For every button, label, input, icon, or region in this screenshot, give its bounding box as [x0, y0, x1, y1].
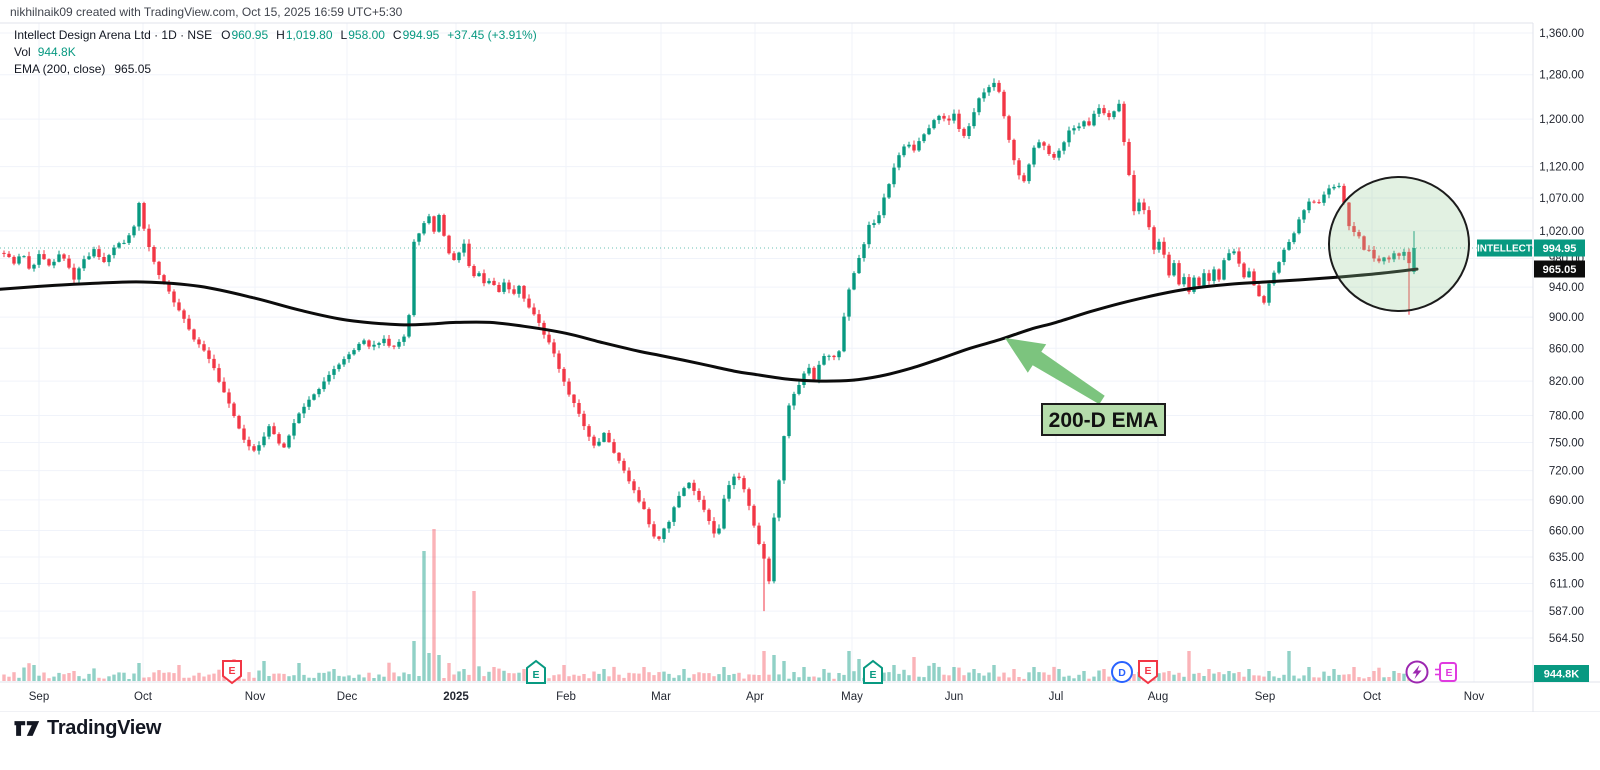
svg-text:965.05: 965.05 — [1543, 264, 1577, 276]
svg-text:587.00: 587.00 — [1549, 606, 1584, 618]
time-axis[interactable]: Sep Oct Nov Dec 2025 Feb Mar Apr May Jun Jul Aug Sep… — [29, 691, 1485, 703]
ema-label-box[interactable] — [1041, 403, 1166, 436]
legend-ema-row[interactable]: EMA (200, close) 965.05 — [14, 61, 537, 78]
price-chart-canvas[interactable]: 200-D EMA 1,360.00 1,280.00 1,200.00 1,120.0… — [0, 0, 1600, 712]
legend-segment: 958.00 — [348, 28, 385, 42]
svg-text:750.00: 750.00 — [1549, 438, 1584, 450]
svg-text:Oct: Oct — [1363, 691, 1382, 703]
svg-text:E: E — [869, 669, 876, 681]
ema-value-badge[interactable]: 965.05 — [1534, 260, 1585, 278]
svg-text:611.00: 611.00 — [1550, 579, 1584, 591]
svg-text:E: E — [228, 665, 235, 677]
legend-segment: 1,019.80 — [285, 28, 333, 42]
event-badge-shield-down[interactable]: E — [1138, 660, 1158, 685]
event-badge-shield-up[interactable]: E — [526, 659, 546, 684]
svg-text:Mar: Mar — [651, 691, 671, 703]
svg-text:Feb: Feb — [556, 691, 576, 703]
attribution-text: nikhilnaik09 created with TradingView.co… — [10, 5, 403, 19]
svg-text:860.00: 860.00 — [1549, 343, 1584, 355]
svg-text:Jun: Jun — [945, 691, 964, 703]
svg-text:Aug: Aug — [1148, 691, 1168, 703]
legend-segment: +37.45 (+3.91%) — [447, 28, 537, 42]
svg-text:Dec: Dec — [337, 691, 358, 703]
svg-text:1,020.00: 1,020.00 — [1539, 226, 1584, 238]
event-badge-shield-up[interactable]: E — [863, 659, 883, 684]
tradingview-logo[interactable]: TradingView — [12, 715, 161, 742]
svg-text:940.00: 940.00 — [1549, 282, 1584, 294]
legend-segment: O — [221, 28, 231, 42]
svg-text:1,280.00: 1,280.00 — [1539, 70, 1584, 82]
last-price-badge[interactable]: 994.95 — [1534, 239, 1585, 257]
event-badge-square-est[interactable]: E — [1435, 662, 1457, 682]
svg-text:944.8K: 944.8K — [1544, 669, 1580, 681]
legend-segment: 944.8K — [37, 45, 76, 59]
svg-text:1,200.00: 1,200.00 — [1539, 114, 1584, 126]
legend-segment: C — [392, 28, 402, 42]
tradingview-logo-text: TradingView — [47, 717, 162, 739]
svg-text:1,360.00: 1,360.00 — [1539, 28, 1584, 40]
chart-legend: Intellect Design Arena Ltd · 1D · NSE O96… — [14, 27, 537, 78]
legend-segment: Vol — [14, 45, 31, 59]
svg-text:820.00: 820.00 — [1549, 376, 1584, 388]
legend-segment: H — [276, 28, 285, 42]
svg-text:May: May — [841, 691, 863, 703]
svg-text:635.00: 635.00 — [1549, 552, 1584, 564]
svg-text:E: E — [532, 669, 539, 681]
event-badge-circle[interactable]: D — [1111, 661, 1133, 683]
svg-text:E: E — [1445, 667, 1452, 679]
svg-text:Nov: Nov — [245, 691, 266, 703]
svg-text:720.00: 720.00 — [1549, 466, 1584, 478]
svg-text:Sep: Sep — [1255, 691, 1275, 703]
svg-text:Sep: Sep — [29, 691, 49, 703]
lightning-icon — [1412, 665, 1422, 679]
svg-text:2025: 2025 — [443, 691, 469, 703]
svg-text:660.00: 660.00 — [1549, 526, 1584, 538]
svg-text:780.00: 780.00 — [1549, 411, 1584, 423]
svg-text:INTELLECT: INTELLECT — [1477, 244, 1532, 255]
symbol-label-badge[interactable]: INTELLECT — [1477, 239, 1532, 257]
ema-label-text: 200-D EMA — [1049, 409, 1159, 432]
svg-text:Apr: Apr — [746, 691, 764, 703]
svg-text:994.95: 994.95 — [1543, 243, 1577, 255]
legend-segment: 960.95 — [231, 28, 269, 42]
legend-segment: L — [340, 28, 348, 42]
svg-text:564.50: 564.50 — [1549, 633, 1584, 645]
tradingview-logo-icon — [14, 721, 40, 736]
price-axis[interactable]: 1,360.00 1,280.00 1,200.00 1,120.00 1,070.00… — [1539, 28, 1584, 645]
event-badge-circle-bolt[interactable] — [1405, 660, 1429, 684]
svg-text:900.00: 900.00 — [1549, 312, 1584, 324]
legend-segment: Intellect Design Arena Ltd · 1D · NSE — [14, 28, 213, 42]
grid-layer — [0, 22, 1600, 712]
legend-segment: 965.05 — [114, 62, 152, 76]
candles-layer — [2, 78, 1416, 612]
svg-text:1,070.00: 1,070.00 — [1539, 193, 1584, 205]
svg-text:690.00: 690.00 — [1549, 495, 1584, 507]
legend-volume-row[interactable]: Vol 944.8K — [14, 44, 537, 61]
legend-segment: EMA (200, close) — [14, 62, 106, 76]
volume-layer — [2, 529, 1416, 681]
svg-text:E: E — [1144, 665, 1151, 677]
svg-text:D: D — [1118, 667, 1126, 679]
svg-text:Oct: Oct — [134, 691, 153, 703]
ema-arrow[interactable] — [1005, 338, 1105, 405]
volume-badge[interactable]: 944.8K — [1534, 665, 1589, 682]
event-badge-shield-down[interactable]: E — [222, 660, 242, 685]
svg-text:Nov: Nov — [1464, 691, 1485, 703]
svg-text:1,120.00: 1,120.00 — [1539, 162, 1584, 174]
ema-line[interactable] — [0, 267, 1419, 383]
legend-symbol-row[interactable]: Intellect Design Arena Ltd · 1D · NSE O96… — [14, 27, 537, 44]
legend-segment: 994.95 — [402, 28, 440, 42]
svg-text:Jul: Jul — [1049, 691, 1064, 703]
highlight-circle[interactable] — [1328, 176, 1470, 312]
